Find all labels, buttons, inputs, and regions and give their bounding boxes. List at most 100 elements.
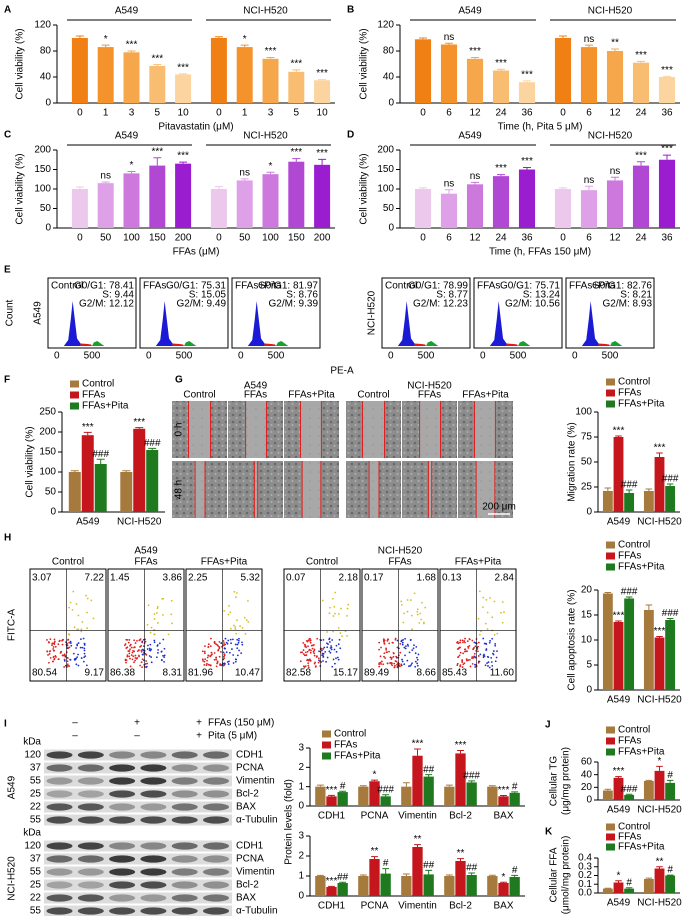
cell-dot (458, 654, 461, 657)
cell-dot (326, 656, 329, 659)
y-tick-label: 0 (298, 801, 304, 812)
y-tick-label: 0.4 (578, 853, 592, 864)
cell-dot (233, 590, 236, 593)
cell-dot (129, 665, 132, 668)
s-phase (506, 343, 518, 346)
x-tick-label: 12 (609, 233, 621, 244)
y-tick-label: 40 (581, 769, 593, 780)
error-bar (318, 79, 327, 81)
histogram-title: FFAs+Pita (569, 281, 616, 292)
cell-dot (210, 654, 212, 657)
cycle-stat: S: 15.05 (189, 290, 227, 301)
cell-dot (148, 647, 151, 650)
x-tick-label: 50 (239, 233, 251, 244)
condition-label: FFAs+Pita (288, 390, 335, 401)
cell-dot (227, 663, 230, 665)
legend-label: FFAs+Pita (618, 399, 665, 410)
significance: *** (177, 62, 189, 73)
cell-dot (326, 646, 329, 649)
cell-dot (486, 662, 488, 664)
cell-dot (378, 663, 381, 666)
cell-dot (378, 648, 381, 651)
cell-dot (494, 660, 497, 663)
cell-dot (399, 651, 402, 654)
blot-band (46, 894, 73, 902)
bar (337, 883, 348, 896)
cell-dot (478, 633, 481, 636)
cell-dot (466, 650, 468, 653)
cell-dot (477, 655, 480, 657)
cell-dot (329, 647, 332, 649)
y-tick-label: 10 (581, 635, 593, 646)
cell-dot (491, 616, 494, 619)
cell-dot (144, 640, 147, 643)
cell-dot (385, 647, 387, 650)
cell-dot (79, 646, 82, 649)
histogram-frame (231, 277, 321, 349)
x-tick-label: BAX (493, 901, 513, 912)
kda-value: 37 (30, 763, 42, 774)
cell-dot (396, 639, 399, 642)
cell-dot (313, 654, 316, 657)
x-tick-label: 0 (560, 233, 566, 244)
legend-label: FFAs+Pita (618, 842, 665, 853)
cycle-stat: S: 8.21 (620, 290, 652, 301)
cell-dot (303, 643, 306, 646)
cell-dot (72, 590, 75, 593)
y-tick-label: 2 (298, 851, 304, 862)
cell-dot (206, 659, 208, 662)
plot-title: Control (306, 557, 338, 568)
error-bar (645, 779, 653, 781)
cell-dot (482, 656, 485, 659)
bar (440, 193, 458, 228)
cell-dot (378, 665, 381, 668)
blot-band (77, 751, 104, 759)
cell-dot (337, 612, 340, 615)
cell-dot (157, 622, 159, 624)
error-bar (662, 75, 672, 77)
cell-dot (90, 599, 93, 602)
significance: ### (662, 474, 679, 485)
x-tick-label: 0 (480, 351, 486, 362)
cell-dot (83, 642, 86, 645)
cell-dot (63, 659, 66, 662)
histogram-title: FFAs (477, 281, 500, 292)
cell-dot (462, 663, 465, 666)
cell-dot (402, 621, 405, 624)
cell-dot (487, 665, 489, 667)
cell-dot (307, 664, 310, 667)
significance: *** (290, 58, 302, 69)
bar (314, 80, 331, 103)
cell-dot (229, 627, 232, 630)
x-tick-label: 10 (178, 108, 190, 119)
error-bar (418, 187, 428, 189)
y-tick-label: 0 (50, 507, 56, 518)
significance: * (373, 770, 377, 781)
legend-label: FFAs+Pita (618, 747, 665, 758)
cell-dot (136, 650, 139, 653)
group-label: NCI-H520 (243, 6, 288, 17)
error-bar (75, 35, 84, 38)
blot-band (171, 764, 198, 772)
cell-dot (328, 650, 331, 653)
error-bar (214, 36, 223, 38)
cell-dot (53, 642, 56, 644)
bar (444, 786, 455, 806)
cell-dot (382, 638, 385, 641)
cell-dot (490, 656, 493, 659)
cell-dot (302, 641, 305, 644)
bar (81, 435, 94, 512)
protein-label: BAX (236, 893, 256, 904)
cell-dot (486, 611, 489, 614)
x-tick-label: Bcl-2 (449, 811, 472, 822)
error-bar (666, 618, 674, 620)
legend-label: FFAs (618, 832, 641, 843)
x-tick-label: Bcl-2 (449, 901, 472, 912)
x-tick-label: 10 (317, 108, 329, 119)
significance: ### (463, 771, 480, 782)
cell-dot (47, 654, 49, 656)
error-bar (75, 186, 84, 189)
protein-label: α-Tubulin (236, 906, 278, 916)
blot-band (77, 907, 104, 915)
significance: # (512, 782, 518, 793)
